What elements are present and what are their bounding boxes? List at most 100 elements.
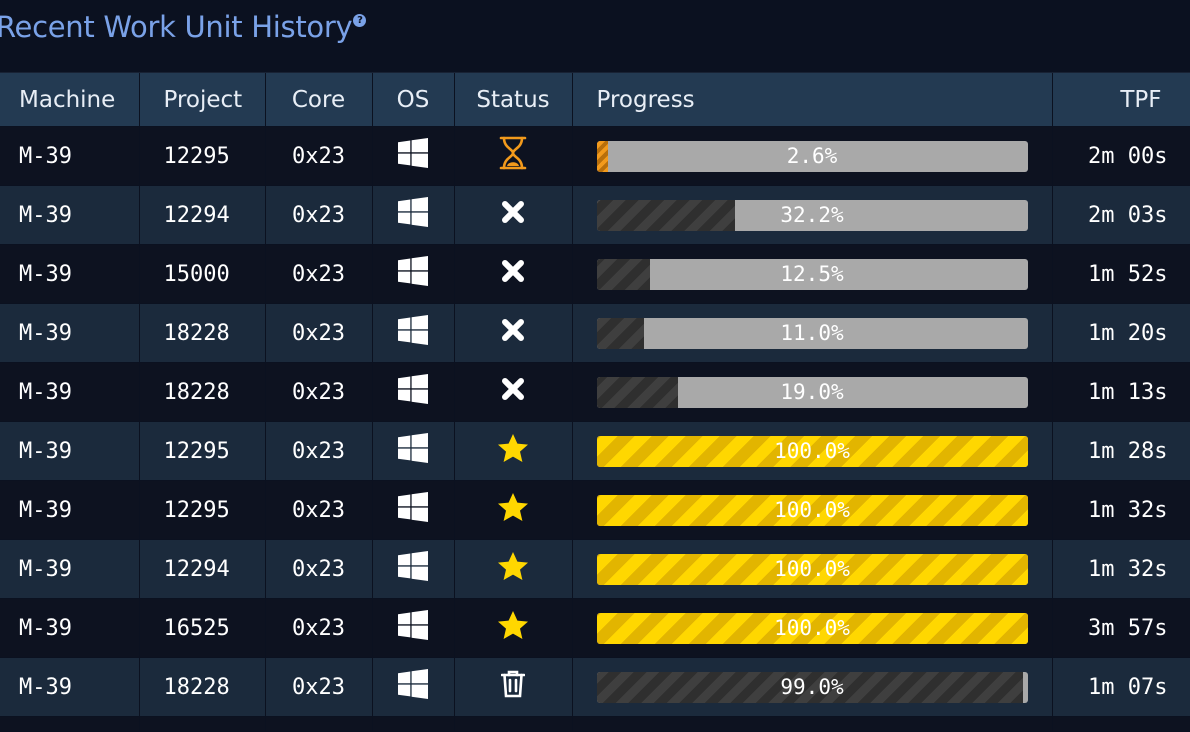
table-row[interactable]: M-39 12294 0x23 32.2% 2m 03s (0, 185, 1190, 245)
table-row[interactable]: M-39 18228 0x23 99.0% 1m 07s (0, 657, 1190, 717)
cell-tpf: 1m 32s (1052, 539, 1190, 599)
cell-status (454, 126, 573, 186)
cell-progress: 11.0% (572, 303, 1053, 363)
progress-label: 99.0% (780, 674, 844, 699)
windows-icon (398, 433, 428, 469)
column-header-status[interactable]: Status (454, 73, 573, 127)
cell-status (454, 480, 573, 540)
cell-os (372, 244, 455, 304)
question-circle-icon[interactable]: ? (353, 14, 367, 27)
cell-status (454, 244, 573, 304)
cell-os (372, 362, 455, 422)
table-row[interactable]: M-39 18228 0x23 11.0% 1m 20s (0, 303, 1190, 363)
cell-progress: 100.0% (572, 421, 1053, 481)
cell-status (454, 657, 573, 717)
cell-machine: M-39 (0, 303, 140, 363)
cell-progress: 100.0% (572, 598, 1053, 658)
cell-tpf: 3m 57s (1052, 598, 1190, 658)
cell-tpf: 1m 20s (1052, 303, 1190, 363)
progress-bar: 2.6% (596, 140, 1028, 172)
cell-tpf: 2m 00s (1052, 126, 1190, 186)
cell-core: 0x23 (265, 598, 373, 658)
cell-machine: M-39 (0, 185, 140, 245)
table-row[interactable]: M-39 12295 0x23 2.6% 2m 00s (0, 126, 1190, 186)
cell-status (454, 362, 573, 422)
cell-project: 16525 (139, 598, 266, 658)
table-row[interactable]: M-39 12294 0x23 100.0% 1m 32s (0, 539, 1190, 599)
progress-bar: 100.0% (596, 612, 1028, 644)
cell-tpf: 1m 07s (1052, 657, 1190, 717)
progress-bar: 99.0% (596, 671, 1028, 703)
column-header-tpf[interactable]: TPF (1052, 73, 1190, 127)
star-icon (497, 610, 529, 646)
cell-machine: M-39 (0, 421, 140, 481)
windows-icon (398, 197, 428, 233)
table-row[interactable]: M-39 18228 0x23 19.0% 1m 13s (0, 362, 1190, 422)
windows-icon (398, 138, 428, 174)
progress-fill (596, 435, 1028, 467)
cell-core: 0x23 (265, 244, 373, 304)
trash-icon (500, 670, 526, 704)
progress-bar: 100.0% (596, 553, 1028, 585)
progress-fill (596, 199, 736, 231)
cell-status (454, 421, 573, 481)
cell-status (454, 539, 573, 599)
column-header-core[interactable]: Core (265, 73, 373, 127)
hourglass-icon (499, 136, 527, 176)
cell-status (454, 598, 573, 658)
column-header-machine[interactable]: Machine (0, 73, 140, 127)
cell-machine: M-39 (0, 362, 140, 422)
windows-icon (398, 492, 428, 528)
cell-progress: 99.0% (572, 657, 1053, 717)
table-row[interactable]: M-39 15000 0x23 12.5% 1m 52s (0, 244, 1190, 304)
cell-os (372, 126, 455, 186)
progress-fill (596, 376, 679, 408)
column-header-project[interactable]: Project (139, 73, 266, 127)
table-header-row: Machine Project Core OS Status Progress … (0, 73, 1190, 127)
cell-os (372, 421, 455, 481)
cell-os (372, 303, 455, 363)
cell-machine: M-39 (0, 657, 140, 717)
cell-machine: M-39 (0, 480, 140, 540)
table-row[interactable]: M-39 16525 0x23 100.0% 3m 57s (0, 598, 1190, 658)
cell-tpf: 1m 28s (1052, 421, 1190, 481)
cell-os (372, 657, 455, 717)
progress-bar: 19.0% (596, 376, 1028, 408)
star-icon (497, 433, 529, 469)
cell-os (372, 539, 455, 599)
cell-core: 0x23 (265, 126, 373, 186)
cell-os (372, 185, 455, 245)
cell-core: 0x23 (265, 303, 373, 363)
table-row[interactable]: M-39 12295 0x23 100.0% 1m 28s (0, 421, 1190, 481)
windows-icon (398, 551, 428, 587)
windows-icon (398, 374, 428, 410)
progress-fill (596, 612, 1028, 644)
star-icon (497, 551, 529, 587)
cell-machine: M-39 (0, 539, 140, 599)
progress-label: 32.2% (780, 202, 844, 227)
progress-fill (596, 317, 644, 349)
progress-label: 100.0% (774, 615, 850, 640)
failed-icon (501, 259, 525, 289)
table-row[interactable]: M-39 12295 0x23 100.0% 1m 32s (0, 480, 1190, 540)
cell-core: 0x23 (265, 185, 373, 245)
windows-icon (398, 610, 428, 646)
work-unit-history-table: Machine Project Core OS Status Progress … (0, 73, 1190, 732)
cell-core: 0x23 (265, 421, 373, 481)
cell-project: 15000 (139, 244, 266, 304)
cell-project: 12294 (139, 185, 266, 245)
cell-progress: 19.0% (572, 362, 1053, 422)
cell-progress: 100.0% (572, 480, 1053, 540)
progress-label: 12.5% (780, 261, 844, 286)
column-header-progress[interactable]: Progress (572, 73, 1053, 127)
cell-progress: 12.5% (572, 244, 1053, 304)
cell-core: 0x23 (265, 480, 373, 540)
progress-fill (596, 140, 608, 172)
cell-project: 18228 (139, 657, 266, 717)
table-row-partial (0, 716, 1190, 732)
progress-label: 100.0% (774, 497, 850, 522)
cell-project: 12295 (139, 480, 266, 540)
cell-os (372, 480, 455, 540)
column-header-os[interactable]: OS (372, 73, 455, 127)
cell-tpf: 1m 13s (1052, 362, 1190, 422)
